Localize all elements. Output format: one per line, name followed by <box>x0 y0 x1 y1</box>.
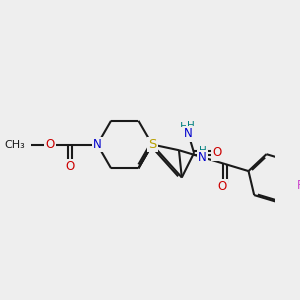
Text: H: H <box>199 146 206 156</box>
Text: N: N <box>198 151 207 164</box>
Text: O: O <box>46 138 55 151</box>
Text: N: N <box>182 128 191 141</box>
Text: H: H <box>187 121 195 130</box>
Text: O: O <box>65 160 74 173</box>
Text: F: F <box>297 179 300 192</box>
Text: N: N <box>184 127 193 140</box>
Text: O: O <box>218 180 227 193</box>
Text: H: H <box>180 122 188 132</box>
Text: CH₃: CH₃ <box>5 140 26 149</box>
Text: N: N <box>93 138 102 151</box>
Text: S: S <box>148 138 156 151</box>
Text: O: O <box>212 146 221 160</box>
